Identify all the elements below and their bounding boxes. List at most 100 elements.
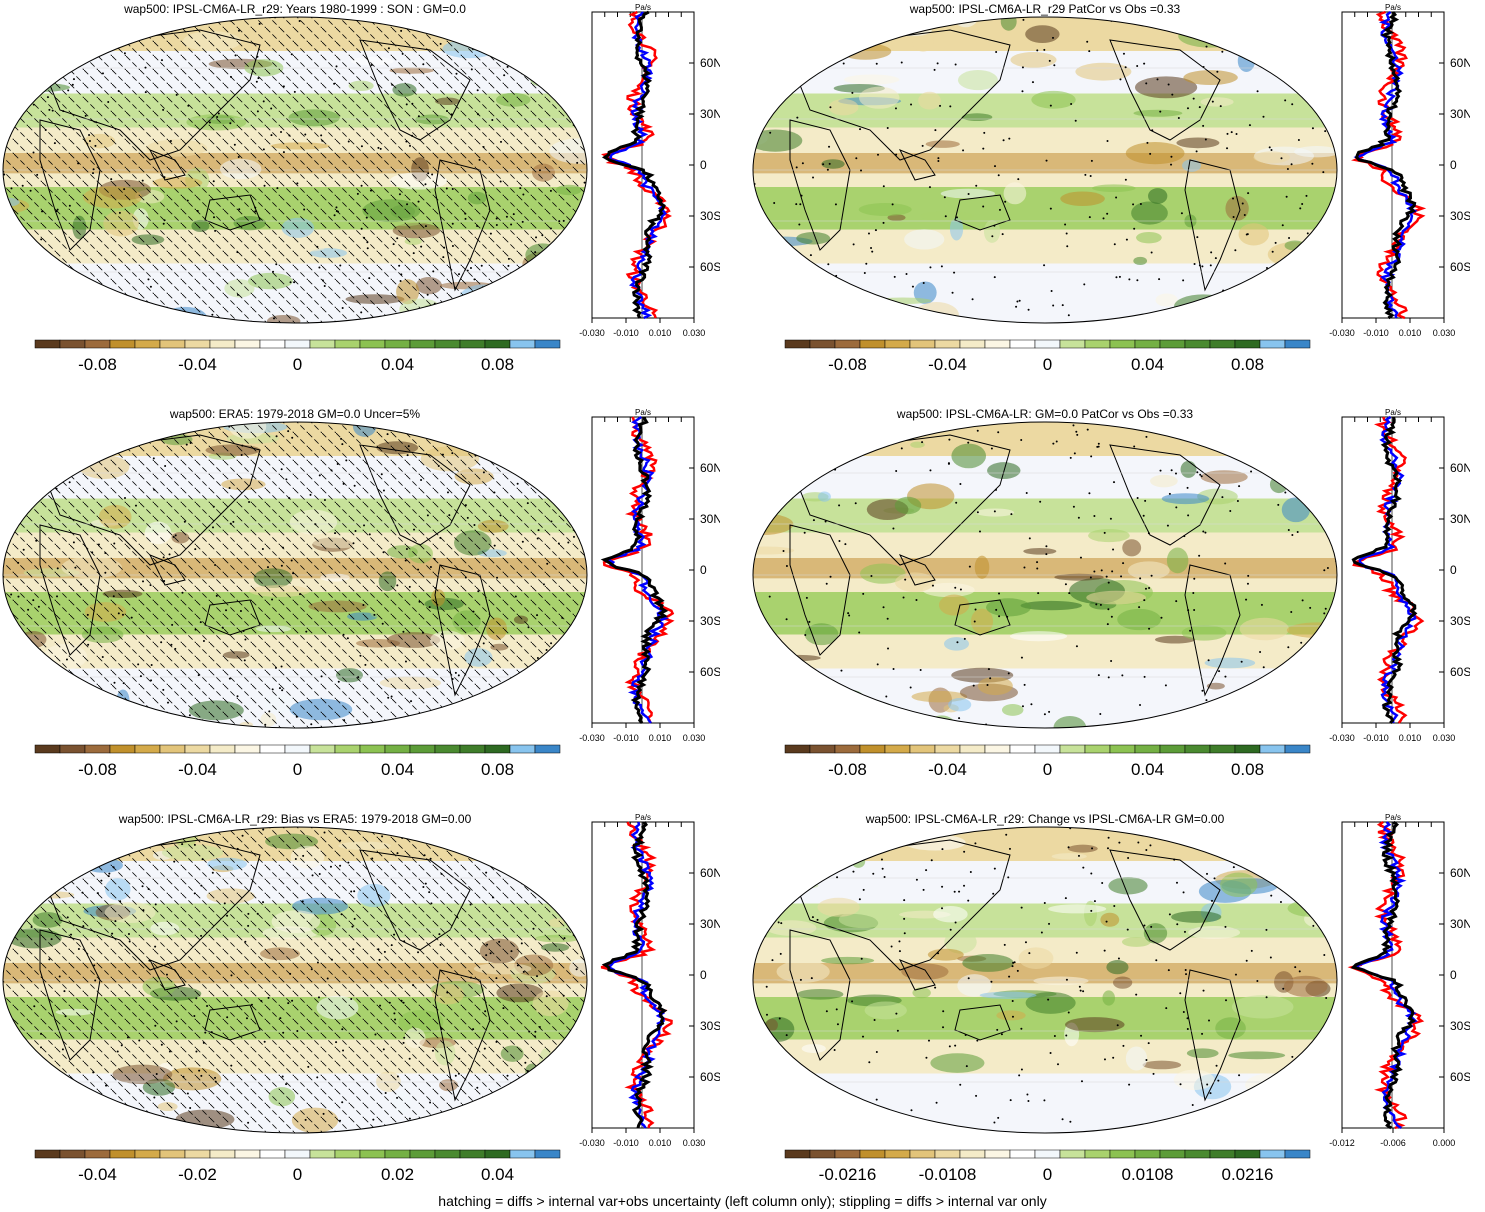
stipple-dot (1184, 969, 1187, 972)
stipple-dot (69, 456, 72, 459)
stipple-dot (1106, 623, 1109, 626)
colorbar-cell (184, 1149, 211, 1159)
stipple-dot (941, 848, 944, 851)
stipple-dot (95, 839, 98, 842)
field-blob (1033, 976, 1089, 986)
field-blob (753, 546, 795, 555)
stipple-dot (998, 422, 1001, 424)
stipple-dot (1303, 1107, 1306, 1110)
stipple-dot (1052, 442, 1055, 445)
stipple-dot (808, 28, 811, 31)
stipple-dot (1099, 713, 1102, 716)
stipple-dot (1045, 545, 1048, 548)
stipple-dot (817, 1090, 820, 1093)
stipple-dot (1124, 178, 1127, 181)
coastline (789, 839, 1011, 971)
stipple-dot (1127, 857, 1130, 860)
stipple-dot (1299, 207, 1302, 210)
stipple-dot (1300, 641, 1303, 644)
profile-curve-red (1351, 10, 1427, 320)
lat-label: 60N (1450, 461, 1470, 475)
stipple-dot (154, 430, 157, 433)
stipple-dot (812, 176, 815, 179)
stipple-dot (775, 273, 778, 276)
stipple-dot (51, 1130, 54, 1133)
stipple-dot (803, 721, 806, 724)
stipple-dot (1003, 943, 1006, 946)
profile-x-label: 0.030 (1433, 733, 1456, 743)
colorbar-cell (59, 1149, 86, 1159)
stipple-dot (1115, 276, 1118, 279)
stipple-dot (1230, 835, 1233, 838)
stipple-dot (77, 443, 80, 446)
stipple-dot (795, 82, 798, 85)
stipple-dot (890, 722, 893, 725)
stipple-dot (95, 288, 98, 291)
stipple-dot (1249, 1103, 1252, 1106)
stipple-dot (384, 828, 387, 831)
stipple-dot (896, 17, 899, 19)
colorbar-cell (1159, 1149, 1186, 1159)
stipple-dot (1291, 845, 1294, 848)
field-blob (3, 668, 35, 689)
zonal-mean-profile: Pa/s 60N 30N 0 30S 60S -0.030 -0.010 0.010 0.030 (579, 408, 720, 743)
stipple-dot (930, 859, 933, 862)
stipple-dot (1142, 1129, 1145, 1132)
stipple-dot (1075, 951, 1078, 954)
panel-ensemble-patcor: wap500: IPSL-CM6A-LR: GM=0.0 PatCor vs O… (750, 405, 1485, 800)
stipple-dot (1236, 499, 1239, 502)
stipple-dot (10, 666, 13, 669)
stipple-dot (1296, 530, 1299, 533)
stipple-dot (862, 592, 865, 595)
stipple-dot (994, 488, 997, 491)
field-blob (925, 140, 960, 148)
stipple-dot (1269, 956, 1272, 959)
field-blob (1237, 50, 1255, 72)
stipple-dot (1030, 703, 1033, 706)
colorbar-cell (209, 1149, 236, 1159)
stipple-dot (965, 1065, 968, 1068)
stipple-dot (524, 699, 527, 702)
stipple-dot (1144, 587, 1147, 590)
stipple-dot (1311, 127, 1314, 130)
stipple-dot (1048, 922, 1051, 925)
field-blob (1001, 704, 1024, 716)
stipple-dot (1143, 924, 1146, 927)
stipple-dot (1277, 503, 1280, 506)
stipple-dot (116, 23, 119, 26)
stipple-dot (1140, 1034, 1143, 1037)
colorbar-cell (1059, 1149, 1086, 1159)
stipple-dot (1285, 195, 1288, 198)
stipple-dot (1298, 970, 1301, 973)
field-blob (796, 231, 831, 245)
stipple-dot (933, 68, 936, 71)
stipple-dot (1091, 847, 1094, 850)
stipple-dot (1325, 997, 1328, 1000)
stipple-dot (1006, 615, 1009, 618)
stipple-dot (1241, 202, 1244, 205)
field-blob (912, 31, 934, 52)
stipple-dot (4, 870, 7, 873)
stipple-dot (1150, 251, 1153, 254)
colorbar-cell (1284, 1149, 1311, 1159)
stipple-dot (1001, 233, 1004, 236)
stipple-dot (780, 922, 783, 925)
colorbar-cell (509, 1149, 536, 1159)
lat-label: 60S (700, 260, 720, 274)
stipple-dot (954, 63, 957, 66)
stipple-dot (995, 608, 998, 611)
stipple-dot (1090, 909, 1093, 912)
stipple-dot (1216, 70, 1219, 73)
stipple-dot (1271, 250, 1274, 253)
stipple-dot (865, 262, 868, 265)
stipple-dot (1224, 675, 1227, 678)
colorbar-cell (209, 339, 236, 349)
stipple-dot (1270, 894, 1273, 897)
field-blob (1206, 682, 1225, 690)
stipple-dot (43, 719, 46, 722)
stipple-dot (958, 890, 961, 893)
stipple-dot (998, 592, 1001, 595)
stipple-dot (991, 235, 994, 238)
stipple-dot (824, 520, 827, 523)
stipple-dot (838, 834, 841, 837)
